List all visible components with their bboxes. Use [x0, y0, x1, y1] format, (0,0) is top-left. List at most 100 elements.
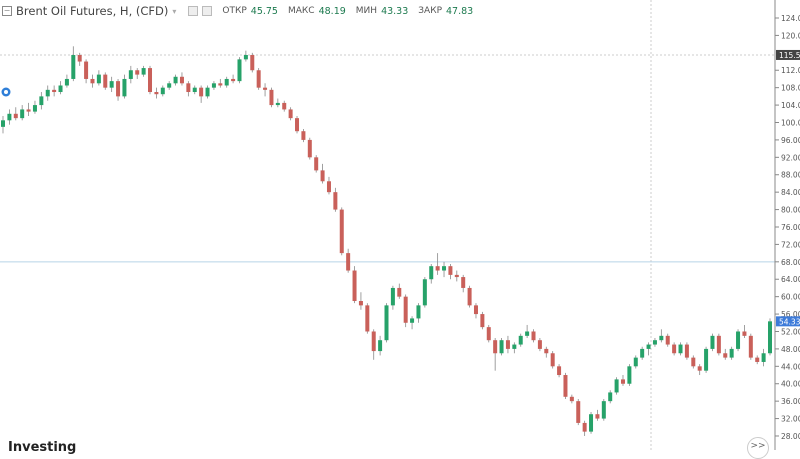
candle-body: [652, 340, 657, 345]
candle: [135, 68, 140, 79]
candle: [20, 105, 25, 121]
candle: [563, 372, 568, 399]
candle-body: [723, 353, 728, 358]
candle-body: [435, 266, 440, 271]
candle-body: [358, 301, 363, 306]
candle: [52, 85, 57, 97]
candle-body: [684, 344, 689, 358]
candle-body: [154, 92, 159, 95]
candle-body: [307, 139, 312, 158]
y-tick-label: 52.00: [781, 327, 800, 336]
candle-body: [627, 366, 632, 384]
candle: [1, 115, 5, 134]
candle-body: [672, 344, 677, 354]
candle-body: [716, 335, 721, 354]
candle-body: [77, 55, 82, 62]
y-tick-label: 104.00: [781, 101, 800, 110]
y-tick-label: 124.00: [781, 14, 800, 23]
chevron-down-icon[interactable]: ▾: [172, 6, 177, 16]
candle: [461, 274, 466, 293]
candle: [652, 338, 657, 347]
candle-body: [141, 68, 146, 75]
instrument-title[interactable]: Brent Oil Futures, H, (CFD): [16, 4, 169, 18]
candle: [499, 338, 504, 356]
candle-body: [633, 357, 638, 367]
candle-body: [614, 379, 619, 393]
price-axis[interactable]: 124.00 120.00 112.00 108.00 104.00 100.00 96.0…: [775, 14, 800, 441]
close-icon[interactable]: [202, 6, 213, 16]
y-tick-label: 92.00: [781, 153, 800, 162]
candle: [729, 346, 734, 360]
candle-body: [544, 348, 549, 354]
candle: [250, 52, 255, 73]
candle: [480, 311, 485, 330]
marker-price-label-bg: [776, 49, 800, 60]
candle-body: [250, 55, 255, 71]
candle-body: [665, 335, 670, 345]
candle-body: [314, 157, 319, 171]
open-value: 45.75: [250, 5, 278, 17]
candle-body: [442, 266, 447, 271]
candle: [454, 270, 459, 282]
candle: [32, 100, 37, 114]
collapse-icon[interactable]: −: [2, 6, 12, 16]
candle-body: [148, 68, 153, 93]
candle-body: [275, 102, 280, 106]
candle-body: [736, 331, 741, 349]
candle: [512, 342, 517, 354]
candle-body: [576, 401, 581, 423]
candle: [550, 351, 555, 369]
candle-body: [563, 375, 568, 397]
y-tick-label: 100.00: [781, 118, 800, 127]
candle: [704, 346, 709, 373]
candle-body: [422, 279, 427, 306]
candle-body: [173, 76, 178, 84]
candle-body: [103, 74, 108, 88]
candle: [595, 409, 600, 421]
candle: [243, 50, 248, 62]
candle: [192, 85, 197, 95]
candle: [314, 155, 319, 173]
open-label: ОТКР: [222, 6, 247, 16]
y-tick-label: 112.00: [781, 66, 800, 75]
candle: [736, 329, 741, 352]
candle-body: [13, 113, 18, 119]
candle: [691, 355, 696, 369]
candle: [422, 277, 427, 308]
candle: [569, 394, 574, 404]
y-tick-label: 36.00: [781, 397, 800, 406]
candle-body: [116, 81, 121, 97]
candle: [282, 100, 287, 112]
candle-body: [352, 270, 357, 302]
candle-body: [550, 353, 555, 367]
alert-marker-icon[interactable]: [1, 87, 11, 97]
candle-body: [52, 89, 57, 93]
close-label: ЗАКР: [418, 6, 443, 16]
candle: [231, 74, 236, 84]
y-tick-label: 32.00: [781, 415, 800, 424]
scroll-to-latest-button[interactable]: >>: [747, 437, 769, 459]
candle-body: [448, 266, 453, 275]
candle-body: [499, 340, 504, 354]
candle: [26, 102, 31, 116]
candle-body: [122, 78, 127, 97]
candle: [544, 346, 549, 358]
y-tick-label: 68.00: [781, 258, 800, 267]
candle-body: [601, 401, 606, 419]
candle-body: [646, 344, 651, 349]
candle: [620, 375, 625, 386]
candle: [186, 81, 191, 97]
candle: [410, 316, 415, 330]
price-markers: 115.51 54.33: [776, 49, 800, 327]
candle: [384, 303, 389, 343]
candle-body: [1, 120, 5, 127]
settings-icon[interactable]: [188, 6, 199, 16]
candle-body: [493, 340, 498, 354]
candle-body: [218, 83, 223, 86]
grid-lines: [0, 0, 775, 450]
candle: [646, 342, 651, 356]
candle-body: [569, 396, 574, 402]
y-tick-label: 76.00: [781, 223, 800, 232]
candle-body: [608, 392, 613, 402]
